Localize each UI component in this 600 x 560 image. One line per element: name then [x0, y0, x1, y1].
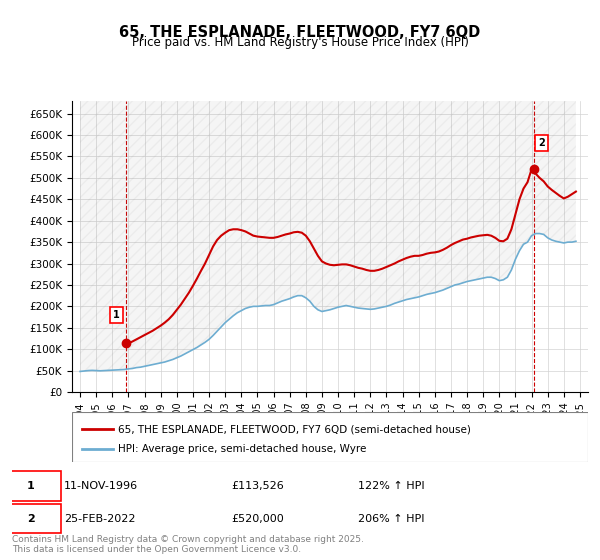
FancyBboxPatch shape [6, 504, 61, 533]
Text: £520,000: £520,000 [231, 514, 284, 524]
FancyBboxPatch shape [6, 471, 61, 501]
Text: 11-NOV-1996: 11-NOV-1996 [64, 481, 138, 491]
Text: HPI: Average price, semi-detached house, Wyre: HPI: Average price, semi-detached house,… [118, 445, 367, 454]
FancyBboxPatch shape [72, 412, 588, 462]
Text: 122% ↑ HPI: 122% ↑ HPI [358, 481, 424, 491]
Text: £113,526: £113,526 [231, 481, 284, 491]
Text: 2: 2 [27, 514, 35, 524]
Text: 1: 1 [113, 310, 119, 320]
Text: Contains HM Land Registry data © Crown copyright and database right 2025.
This d: Contains HM Land Registry data © Crown c… [12, 535, 364, 554]
Text: 206% ↑ HPI: 206% ↑ HPI [358, 514, 424, 524]
Text: 2: 2 [538, 138, 545, 148]
Text: 25-FEB-2022: 25-FEB-2022 [64, 514, 136, 524]
Text: Price paid vs. HM Land Registry's House Price Index (HPI): Price paid vs. HM Land Registry's House … [131, 36, 469, 49]
Text: 65, THE ESPLANADE, FLEETWOOD, FY7 6QD: 65, THE ESPLANADE, FLEETWOOD, FY7 6QD [119, 25, 481, 40]
Text: 1: 1 [27, 481, 35, 491]
Text: 65, THE ESPLANADE, FLEETWOOD, FY7 6QD (semi-detached house): 65, THE ESPLANADE, FLEETWOOD, FY7 6QD (s… [118, 424, 472, 434]
